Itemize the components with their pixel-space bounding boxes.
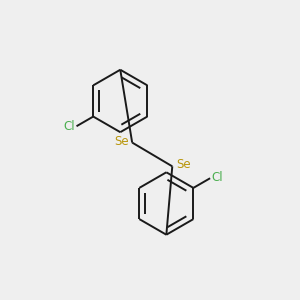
Text: Cl: Cl (63, 120, 75, 133)
Text: Se: Se (176, 158, 190, 171)
Text: Cl: Cl (212, 171, 223, 184)
Text: Se: Se (114, 135, 129, 148)
